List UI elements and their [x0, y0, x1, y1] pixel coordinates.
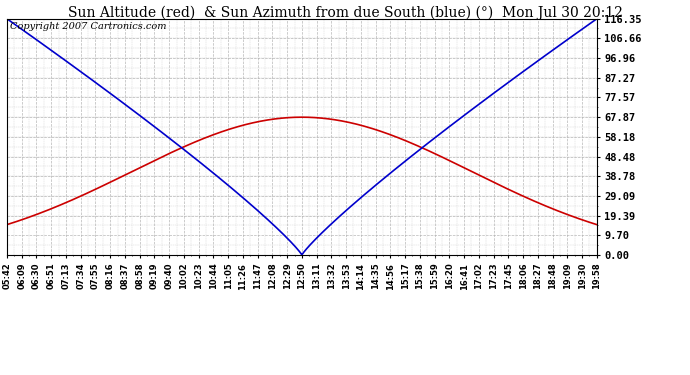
Text: Copyright 2007 Cartronics.com: Copyright 2007 Cartronics.com [10, 22, 166, 31]
Text: Sun Altitude (red)  & Sun Azimuth from due South (blue) (°)  Mon Jul 30 20:12: Sun Altitude (red) & Sun Azimuth from du… [68, 6, 622, 20]
